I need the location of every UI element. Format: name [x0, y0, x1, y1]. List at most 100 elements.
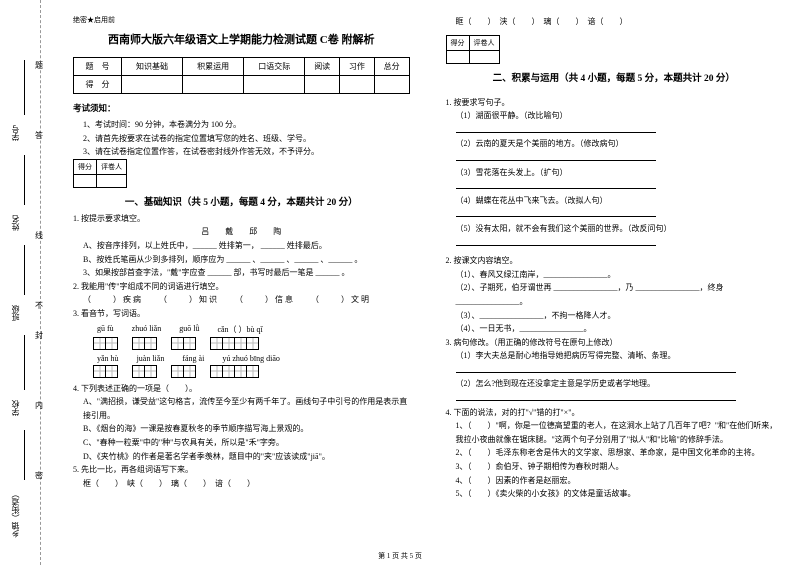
- gutter-label-township: 乡镇（街道）: [10, 490, 21, 538]
- table-row: 得 分: [74, 76, 410, 94]
- secrecy-mark: 绝密★启用前: [73, 15, 410, 25]
- q-text: 2. 我能用"传"字组成不同的词语进行填空。: [73, 280, 410, 294]
- right-column: 眶（ ） 浃（ ） 璃（ ） 谙（ ） 得分评卷人 二、积累与运用（共 4 小题…: [428, 0, 800, 565]
- pinyin: zhuó liǎn: [132, 324, 162, 335]
- seal-char: 封: [35, 330, 43, 341]
- q-text: （4）、一日无书，________________。: [446, 322, 783, 336]
- q-text: （3）雪花落在头发上。（扩句）: [446, 166, 783, 180]
- q-text: B、按姓氏笔画从少到多排列，顺序应为 ______ 、______ 、_____…: [73, 253, 410, 267]
- seal-char: 不: [35, 300, 43, 311]
- q-text: （2）怎么?他到现在还没拿定主意是学历史或者学地理。: [446, 377, 783, 391]
- answer-line: [446, 207, 783, 222]
- gutter-underline: [24, 245, 25, 295]
- q-text: （5）没有太阳，就不会有我们这个美丽的世界。（改反问句）: [446, 222, 783, 236]
- page-footer: 第 1 页 共 5 页: [0, 551, 800, 561]
- answer-line: [446, 391, 783, 406]
- q-text: （1）李大夫总是耐心地指导她把病历写得完整、清晰、条理。: [446, 349, 783, 363]
- q-text: 4. 下面的说法，对的打"√"错的打"×"。: [446, 406, 783, 420]
- cell: [97, 174, 127, 187]
- seal-char: 答: [35, 130, 43, 141]
- gutter-underline: [24, 60, 25, 115]
- gutter-label-name: 姓名: [10, 215, 21, 231]
- q-text: （ ）疾病 （ ）知识 （ ）信息 （ ）文明: [73, 293, 410, 307]
- pinyin: fáng ài: [182, 354, 204, 363]
- seal-char: 密: [35, 470, 43, 481]
- cell: [121, 76, 182, 94]
- cell: 口语交际: [244, 58, 305, 76]
- answer-line: [446, 236, 783, 251]
- seal-char: 题: [35, 60, 43, 71]
- table-row: 题 号 知识基础 积累运用 口语交际 阅读 习作 总分: [74, 58, 410, 76]
- q-text: 1. 按要求写句子。: [446, 96, 783, 110]
- char-grid: [171, 365, 196, 378]
- char-grid: [210, 337, 259, 350]
- cell: [183, 76, 244, 94]
- pinyin: yǎn hù: [97, 354, 119, 363]
- notice-header: 考试须知：: [73, 102, 410, 114]
- q-text: 3、如果按部首查字法，"戴"字应查 ______ 部，书写时最后一笔是 ____…: [73, 266, 410, 280]
- cell: 题 号: [74, 58, 122, 76]
- pinyin: juàn liǎn: [137, 354, 165, 363]
- cell: [74, 174, 97, 187]
- char-grid: [210, 365, 259, 378]
- q-text: 1、（ ）"啊，你是一位德高望重的老人，在这涧水上站了几百年了吧？"和"在他们听…: [446, 419, 783, 446]
- q-text: （1）湖面很平静。（改比喻句）: [446, 109, 783, 123]
- exam-page: 乡镇（街道） 学校 班级 姓名 学号 密 内 封 不 线 答 题 绝密★启用前 …: [0, 0, 800, 565]
- gutter-underline: [24, 430, 25, 480]
- q-text: （2）、子期死，伯牙谓世再 ________________，乃 _______…: [446, 281, 783, 308]
- pinyin: gū fù: [97, 324, 114, 335]
- answer-line: [446, 363, 783, 378]
- char-grid: [132, 365, 157, 378]
- section-1-title: 一、基础知识（共 5 小题，每题 4 分，本题共计 20 分）: [73, 194, 410, 208]
- cell: 得分: [74, 159, 97, 174]
- pinyin: guō lǜ: [179, 324, 199, 335]
- grader-box: 得分评卷人: [446, 35, 500, 64]
- cell: [340, 76, 375, 94]
- q-text: B、《烟台的海》一课是按春夏秋冬的季节顺序描写海上景观的。: [73, 422, 410, 436]
- seal-char: 线: [35, 230, 43, 241]
- paper-title: 西南师大版六年级语文上学期能力检测试题 C卷 附解析: [73, 31, 410, 47]
- cell: 习作: [340, 58, 375, 76]
- char-grid: [93, 337, 118, 350]
- char-grid-row: [93, 365, 410, 378]
- q-text: 2、（ ）毛泽东称老舍是伟大的文学家、思想家、革命家，是中国文化革命的主将。: [446, 446, 783, 460]
- cell: [374, 76, 409, 94]
- cell: 评卷人: [97, 159, 127, 174]
- q-text: 4. 下列表述正确的一项是（ ）。: [73, 382, 410, 396]
- pinyin-row: gū fù zhuó liǎn guō lǜ cǎn（ ）bù qǐ: [97, 324, 410, 335]
- char-grid: [171, 337, 196, 350]
- cell: 评卷人: [469, 35, 499, 50]
- char-grid: [93, 365, 118, 378]
- pinyin-row: yǎn hù juàn liǎn fáng ài yú zhuó bīng di…: [97, 354, 410, 363]
- pinyin: cǎn（ ）bù qǐ: [217, 324, 262, 335]
- q-text: （1）、春风又绿江南岸，________________。: [446, 268, 783, 282]
- cell: [469, 50, 499, 63]
- answer-line: [446, 179, 783, 194]
- q-text: A、按音序排列，以上姓氏中，______ 姓排第一， ______ 姓排最后。: [73, 239, 410, 253]
- q-text: 2. 按课文内容填空。: [446, 254, 783, 268]
- notice-line: 3、请在试卷指定位置作答，在试卷密封线外作答无效，不予评分。: [73, 145, 410, 159]
- q-text: 3. 病句修改。（用正确的修改符号在原句上修改）: [446, 336, 783, 350]
- q-text: 5、（ ）《卖火柴的小女孩》的文体是童话故事。: [446, 487, 783, 501]
- answer-line: [446, 123, 783, 138]
- cell: 总分: [374, 58, 409, 76]
- char-grid-row: [93, 337, 410, 350]
- q-text: D、《夹竹桃》的作者是著名学者季羡林，题目中的"夹"应该读成"jiā"。: [73, 450, 410, 464]
- q-text: （2）云南的夏天是个美丽的地方。（修改病句）: [446, 137, 783, 151]
- seal-char: 内: [35, 400, 43, 411]
- gutter-underline: [24, 335, 25, 390]
- q-text: （3）、________________，不拘一格降人才。: [446, 309, 783, 323]
- q-text: 框（ ） 峡（ ） 璃（ ） 谙（ ）: [73, 477, 410, 491]
- section-2-title: 二、积累与运用（共 4 小题，每题 5 分，本题共计 20 分）: [446, 70, 783, 84]
- notice-line: 2、请首先按要求在试卷的指定位置填写您的姓名、班级、学号。: [73, 132, 410, 146]
- q-text: （4）蝴蝶在花丛中飞来飞去。（改拟人句）: [446, 194, 783, 208]
- cell: [446, 50, 469, 63]
- q-text: C、"春种一粒粟"中的"种"与农具有关，所以是"禾"字旁。: [73, 436, 410, 450]
- cell: 积累运用: [183, 58, 244, 76]
- binding-gutter: 乡镇（街道） 学校 班级 姓名 学号 密 内 封 不 线 答 题: [0, 0, 55, 565]
- q-text: A、"满招损，谦受益"这句格言，流传至今至少有两千年了。画线句子中引号的作用是表…: [73, 395, 410, 422]
- score-summary-table: 题 号 知识基础 积累运用 口语交际 阅读 习作 总分 得 分: [73, 57, 410, 94]
- cell: 得 分: [74, 76, 122, 94]
- cell: 知识基础: [121, 58, 182, 76]
- q-text: 眶（ ） 浃（ ） 璃（ ） 谙（ ）: [446, 15, 783, 29]
